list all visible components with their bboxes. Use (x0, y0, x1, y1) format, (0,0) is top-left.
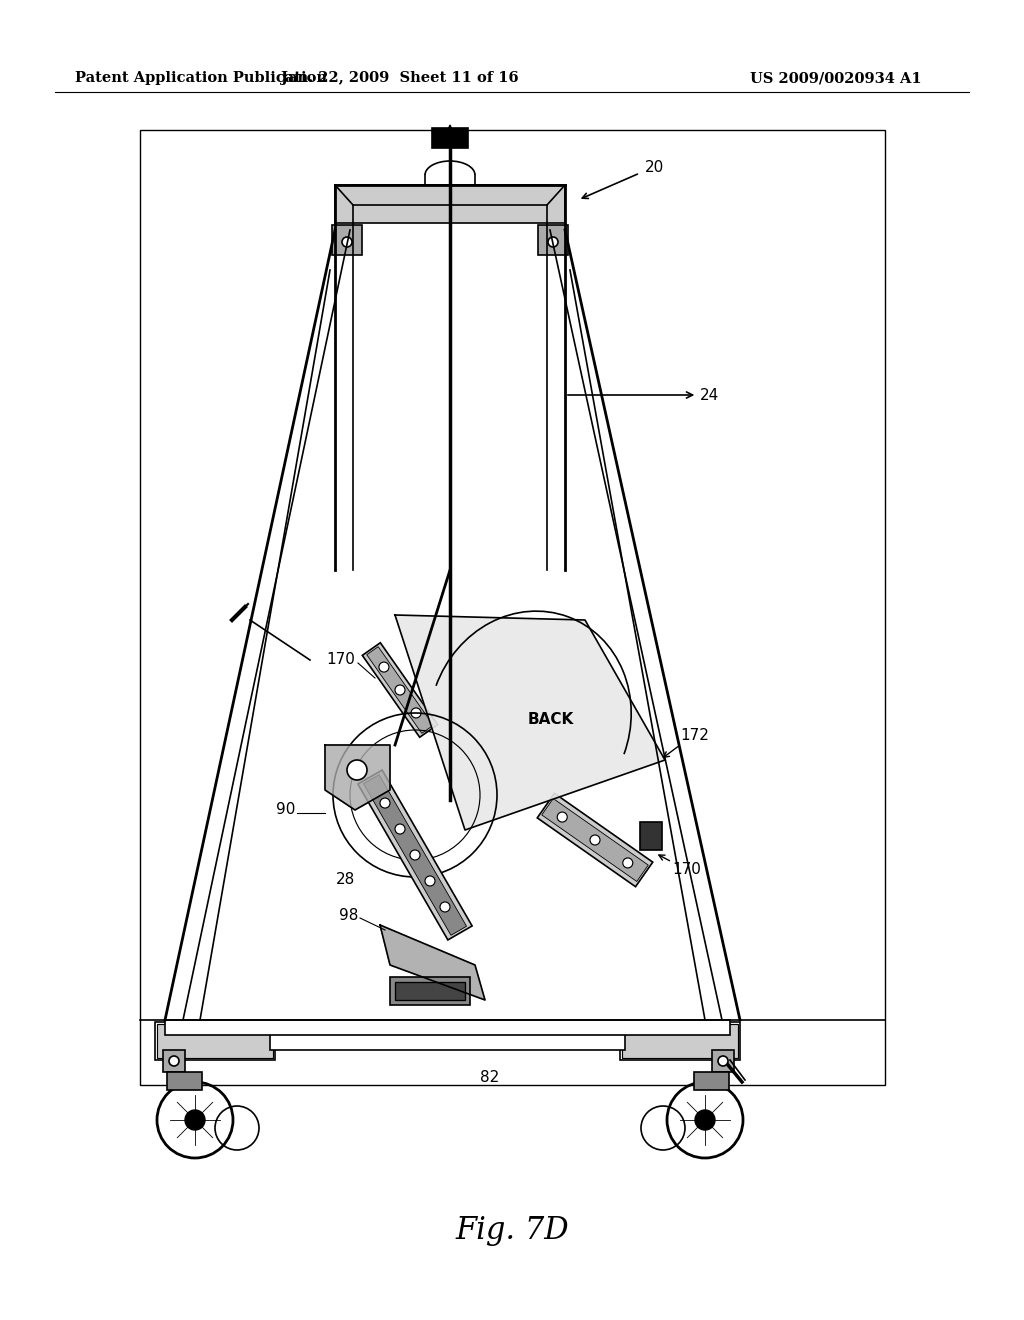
Polygon shape (380, 925, 485, 1001)
Text: 172: 172 (680, 727, 709, 742)
Bar (163, 1049, 185, 1072)
Polygon shape (325, 744, 390, 810)
Circle shape (440, 902, 450, 912)
Text: 28: 28 (336, 873, 355, 887)
Text: 90: 90 (275, 803, 295, 817)
Polygon shape (364, 775, 467, 936)
Circle shape (590, 836, 600, 845)
Bar (332, 224, 362, 255)
Bar (157, 1024, 273, 1059)
Bar (538, 224, 568, 255)
Text: 170: 170 (672, 862, 700, 878)
Polygon shape (538, 793, 652, 887)
Polygon shape (542, 799, 648, 882)
Bar (432, 128, 468, 148)
Bar (390, 977, 470, 1005)
Text: BACK: BACK (528, 713, 574, 727)
Circle shape (425, 876, 435, 886)
Bar (712, 1049, 734, 1072)
Circle shape (347, 760, 367, 780)
Text: US 2009/0020934 A1: US 2009/0020934 A1 (750, 71, 922, 84)
Polygon shape (444, 125, 456, 140)
Polygon shape (357, 770, 472, 940)
Bar (155, 1022, 275, 1060)
Circle shape (718, 1056, 728, 1067)
Bar (694, 1072, 729, 1090)
Circle shape (623, 858, 633, 869)
Circle shape (379, 663, 389, 672)
Text: Patent Application Publication: Patent Application Publication (75, 71, 327, 84)
Text: 82: 82 (480, 1071, 500, 1085)
Circle shape (342, 238, 352, 247)
Circle shape (169, 1056, 179, 1067)
Bar (622, 1024, 738, 1059)
Bar (395, 982, 465, 1001)
Bar (140, 129, 885, 1085)
Text: Fig. 7D: Fig. 7D (455, 1214, 569, 1246)
Bar (335, 185, 565, 223)
Circle shape (395, 824, 406, 834)
Text: 24: 24 (567, 388, 719, 403)
Text: 20: 20 (645, 161, 665, 176)
Text: Jan. 22, 2009  Sheet 11 of 16: Jan. 22, 2009 Sheet 11 of 16 (282, 71, 519, 84)
Circle shape (548, 238, 558, 247)
Bar (270, 1022, 625, 1049)
Bar (167, 1072, 202, 1090)
Bar (640, 822, 662, 850)
Polygon shape (395, 615, 665, 830)
Circle shape (185, 1110, 205, 1130)
Circle shape (410, 850, 420, 861)
Polygon shape (362, 643, 437, 738)
Text: 170: 170 (326, 652, 355, 668)
Bar (165, 1020, 730, 1035)
Circle shape (395, 685, 406, 696)
Circle shape (411, 708, 421, 718)
Circle shape (695, 1110, 715, 1130)
Circle shape (380, 799, 390, 808)
Circle shape (557, 812, 567, 822)
Bar (620, 1022, 740, 1060)
Text: 98: 98 (339, 908, 358, 923)
Polygon shape (367, 647, 433, 734)
